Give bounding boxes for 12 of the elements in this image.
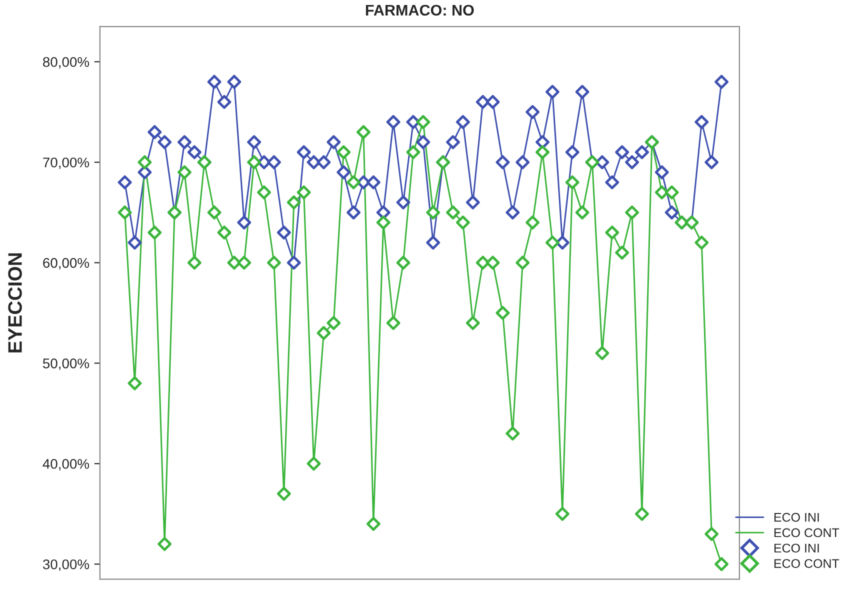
y-tick-label: 50,00% — [42, 358, 90, 370]
y-axis-title: EYECCION — [8, 253, 22, 352]
y-tick-label: 40,00% — [42, 458, 90, 470]
y-tick-label: 60,00% — [43, 258, 90, 270]
legend-label: ECO INI — [774, 512, 819, 522]
y-tick-label: 30,00% — [42, 559, 90, 571]
text: ECO INI — [774, 544, 819, 553]
text: ECO CONT — [774, 559, 840, 568]
y-tick-label: 70,00% — [43, 158, 90, 170]
y-tick-label: 80,00% — [43, 57, 90, 69]
legend-label: ECO CONT — [774, 528, 840, 538]
chart-title: FARMACO: NO — [366, 4, 474, 16]
